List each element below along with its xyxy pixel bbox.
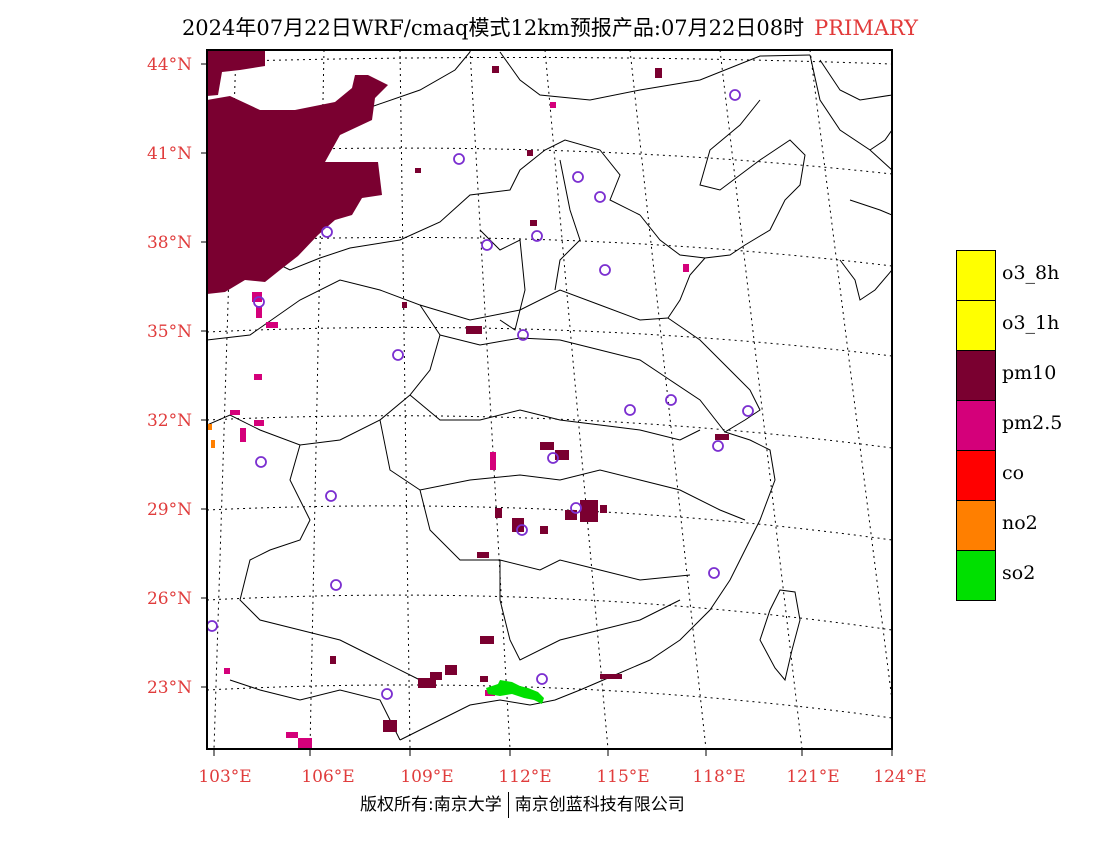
city-markers (206, 89, 754, 700)
lat-label: 26°N (147, 589, 192, 609)
open-circle-icon (392, 349, 404, 361)
title-primary-tag: PRIMARY (814, 16, 919, 40)
open-circle-icon (729, 89, 741, 101)
open-circle-icon (624, 404, 636, 416)
open-circle-icon (481, 239, 493, 251)
legend-label: o3_1h (1002, 312, 1060, 334)
open-circle-icon (536, 673, 548, 685)
title-main: 2024年07月22日WRF/cmaq模式12km预报产品:07月22日08时 (181, 16, 805, 40)
open-circle-icon (325, 490, 337, 502)
legend-label: so2 (1002, 562, 1036, 584)
legend-label: no2 (1002, 512, 1038, 534)
lat-label: 23°N (147, 678, 192, 698)
pm10-northwest-region (207, 50, 265, 96)
lon-labels: 103°E 106°E 109°E 112°E 115°E 118°E 121°… (198, 767, 926, 787)
open-circle-icon (321, 226, 333, 238)
footer-divider (507, 792, 509, 818)
boundary-lines (207, 51, 892, 741)
lat-label: 44°N (147, 55, 192, 75)
legend-swatch (956, 350, 996, 400)
lon-label: 106°E (301, 767, 354, 787)
open-circle-icon (572, 171, 584, 183)
open-circle-icon (453, 153, 465, 165)
lat-label: 38°N (147, 233, 192, 253)
legend-swatch (956, 250, 996, 300)
open-circle-icon (253, 296, 265, 308)
open-circle-icon (665, 394, 677, 406)
open-circle-icon (381, 688, 393, 700)
open-circle-icon (599, 264, 611, 276)
lon-label: 124°E (873, 767, 926, 787)
legend-label: pm10 (1002, 362, 1057, 384)
lon-label: 118°E (692, 767, 745, 787)
open-circle-icon (594, 191, 606, 203)
legend-swatch (956, 500, 996, 550)
open-circle-icon (708, 567, 720, 579)
lat-label: 32°N (147, 411, 192, 431)
open-circle-icon (570, 502, 582, 514)
open-circle-icon (547, 452, 559, 464)
lat-ticks (201, 63, 207, 688)
open-circle-icon (712, 440, 724, 452)
no2-cells (207, 424, 215, 448)
pm10-large-region (207, 75, 388, 294)
legend-label: pm2.5 (1002, 412, 1063, 434)
legend-label: co (1002, 462, 1025, 484)
pm10-regions (207, 50, 729, 732)
legend-swatch (956, 450, 996, 500)
lat-label: 29°N (147, 500, 192, 520)
legend-label: o3_8h (1002, 262, 1060, 284)
lon-label: 109°E (400, 767, 453, 787)
open-circle-icon (255, 456, 267, 468)
lat-label: 41°N (147, 144, 192, 164)
legend-swatch (956, 300, 996, 350)
open-circle-icon (531, 230, 543, 242)
lon-label: 112°E (498, 767, 551, 787)
lat-label: 35°N (147, 322, 192, 342)
lat-labels: 44°N 41°N 38°N 35°N 32°N 29°N 26°N 23°N (147, 55, 192, 698)
legend-swatch (956, 400, 996, 450)
footer-company: 南京创蓝科技有限公司 (514, 795, 685, 815)
map-frame (206, 49, 893, 750)
lon-label: 103°E (198, 767, 251, 787)
copyright-footer: 版权所有:南京大学 南京创蓝科技有限公司 (360, 790, 685, 818)
open-circle-icon (206, 620, 218, 632)
lon-label: 121°E (786, 767, 839, 787)
open-circle-icon (742, 405, 754, 417)
so2-cluster (486, 680, 544, 704)
footer-copyright: 版权所有:南京大学 (360, 795, 502, 815)
open-circle-icon (517, 329, 529, 341)
open-circle-icon (516, 524, 528, 536)
open-circle-icon (330, 579, 342, 591)
legend-swatch (956, 550, 996, 601)
lon-label: 115°E (596, 767, 649, 787)
map-title: 2024年07月22日WRF/cmaq模式12km预报产品:07月22日08时 P… (0, 12, 1100, 42)
lon-ticks (213, 749, 893, 756)
